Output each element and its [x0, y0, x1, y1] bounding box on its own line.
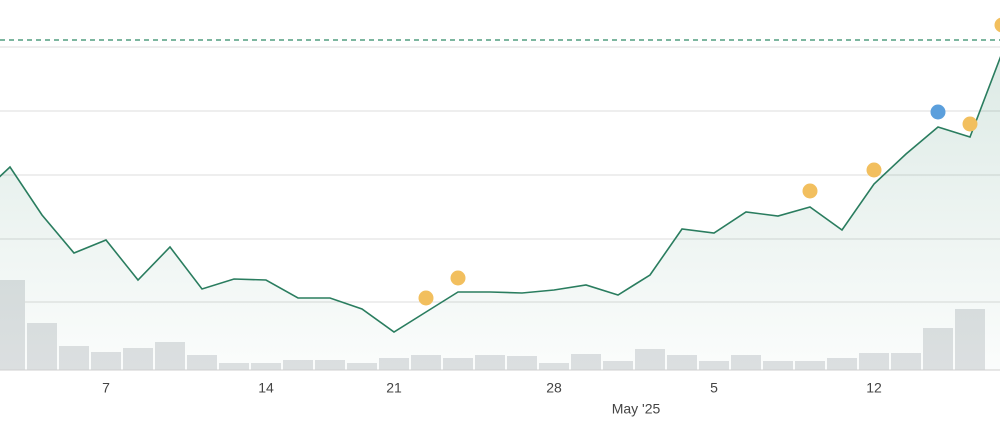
- event-dot: [450, 270, 466, 286]
- event-dot: [866, 162, 882, 178]
- event-dot: [802, 183, 818, 199]
- event-dot: [418, 290, 434, 306]
- event-dot: [930, 104, 946, 120]
- event-dot: [994, 17, 1000, 33]
- price-line: [0, 56, 1000, 333]
- x-tick-label: 28: [546, 380, 562, 396]
- x-tick-label: 14: [258, 380, 274, 396]
- price-area: [0, 58, 1000, 370]
- month-label: May '25: [612, 401, 661, 417]
- x-tick-label: 5: [710, 380, 718, 396]
- event-dot: [962, 116, 978, 132]
- x-tick-label: 7: [102, 380, 110, 396]
- x-tick-label: 21: [386, 380, 402, 396]
- x-tick-label: 12: [866, 380, 882, 396]
